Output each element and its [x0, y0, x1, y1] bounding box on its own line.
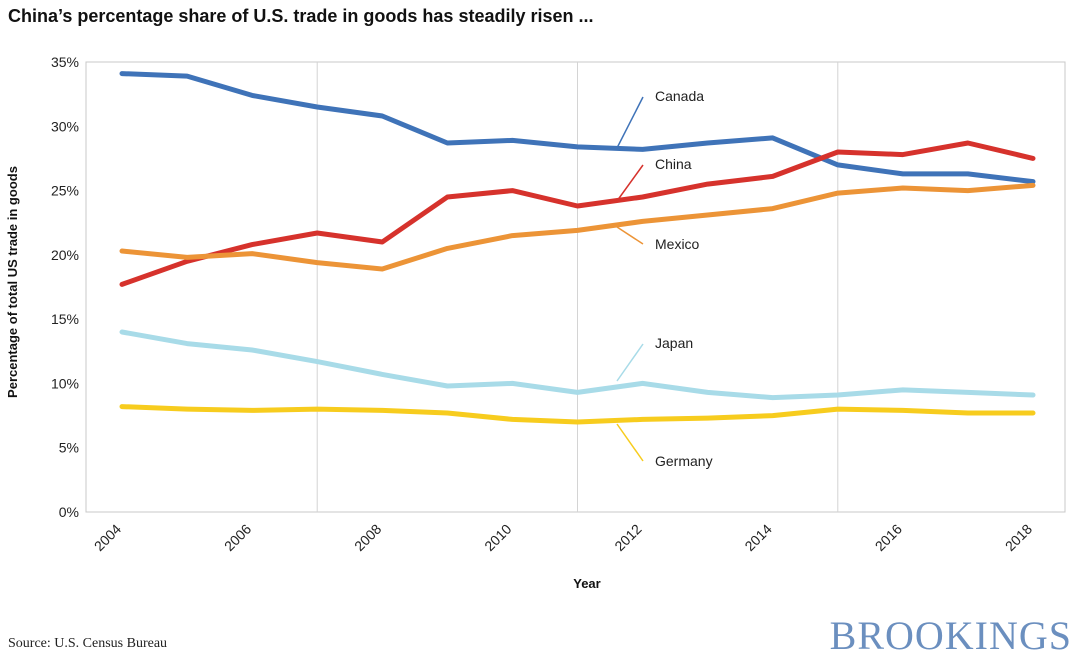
- x-tick-label: 2018: [1002, 521, 1035, 554]
- x-axis-label: Year: [573, 576, 600, 591]
- y-tick-label: 0%: [59, 504, 79, 520]
- chart-title: China’s percentage share of U.S. trade i…: [8, 6, 594, 26]
- leader-line-china: [616, 164, 644, 202]
- series-line-japan: [119, 329, 1036, 401]
- series-label-china: China: [655, 156, 692, 172]
- series-labels: Canada China Mexico Japan Germany: [616, 88, 713, 469]
- series-line-mexico: [119, 182, 1036, 272]
- x-tick-label: 2006: [221, 521, 254, 554]
- leader-line-germany: [616, 423, 644, 462]
- x-axis-ticks: 2004 2006 2008 2010 2012 2014 2016 2018: [91, 521, 1035, 554]
- leader-line-japan: [616, 343, 644, 382]
- series-line-china: [119, 140, 1036, 287]
- x-tick-label: 2010: [481, 521, 514, 554]
- leader-line-mexico: [616, 226, 644, 245]
- series-label-japan: Japan: [655, 335, 693, 351]
- series-line-germany: [119, 404, 1036, 425]
- series-label-germany: Germany: [655, 453, 713, 469]
- brookings-logo: BROOKINGS: [829, 613, 1072, 658]
- series-label-canada: Canada: [655, 88, 704, 104]
- x-tick-label: 2014: [741, 521, 774, 554]
- y-tick-label: 30%: [51, 118, 79, 134]
- y-tick-label: 25%: [51, 183, 79, 199]
- x-tick-label: 2008: [351, 521, 384, 554]
- x-tick-label: 2004: [91, 521, 124, 554]
- x-tick-label: 2016: [872, 521, 905, 554]
- series-lines: [119, 71, 1036, 425]
- plot-area: [85, 61, 1066, 513]
- x-tick-label: 2012: [611, 521, 644, 554]
- y-tick-label: 5%: [59, 440, 79, 456]
- gridlines: [316, 62, 839, 512]
- leader-line-canada: [616, 96, 644, 149]
- y-tick-label: 20%: [51, 247, 79, 263]
- source-note: Source: U.S. Census Bureau: [8, 636, 168, 651]
- y-tick-label: 15%: [51, 311, 79, 327]
- y-tick-label: 35%: [51, 54, 79, 70]
- y-axis-ticks: 0% 5% 10% 15% 20% 25% 30% 35%: [51, 54, 79, 520]
- y-axis-label: Percentage of total US trade in goods: [5, 166, 20, 398]
- series-line-canada: [119, 71, 1036, 185]
- series-label-mexico: Mexico: [655, 236, 700, 252]
- y-tick-label: 10%: [51, 375, 79, 391]
